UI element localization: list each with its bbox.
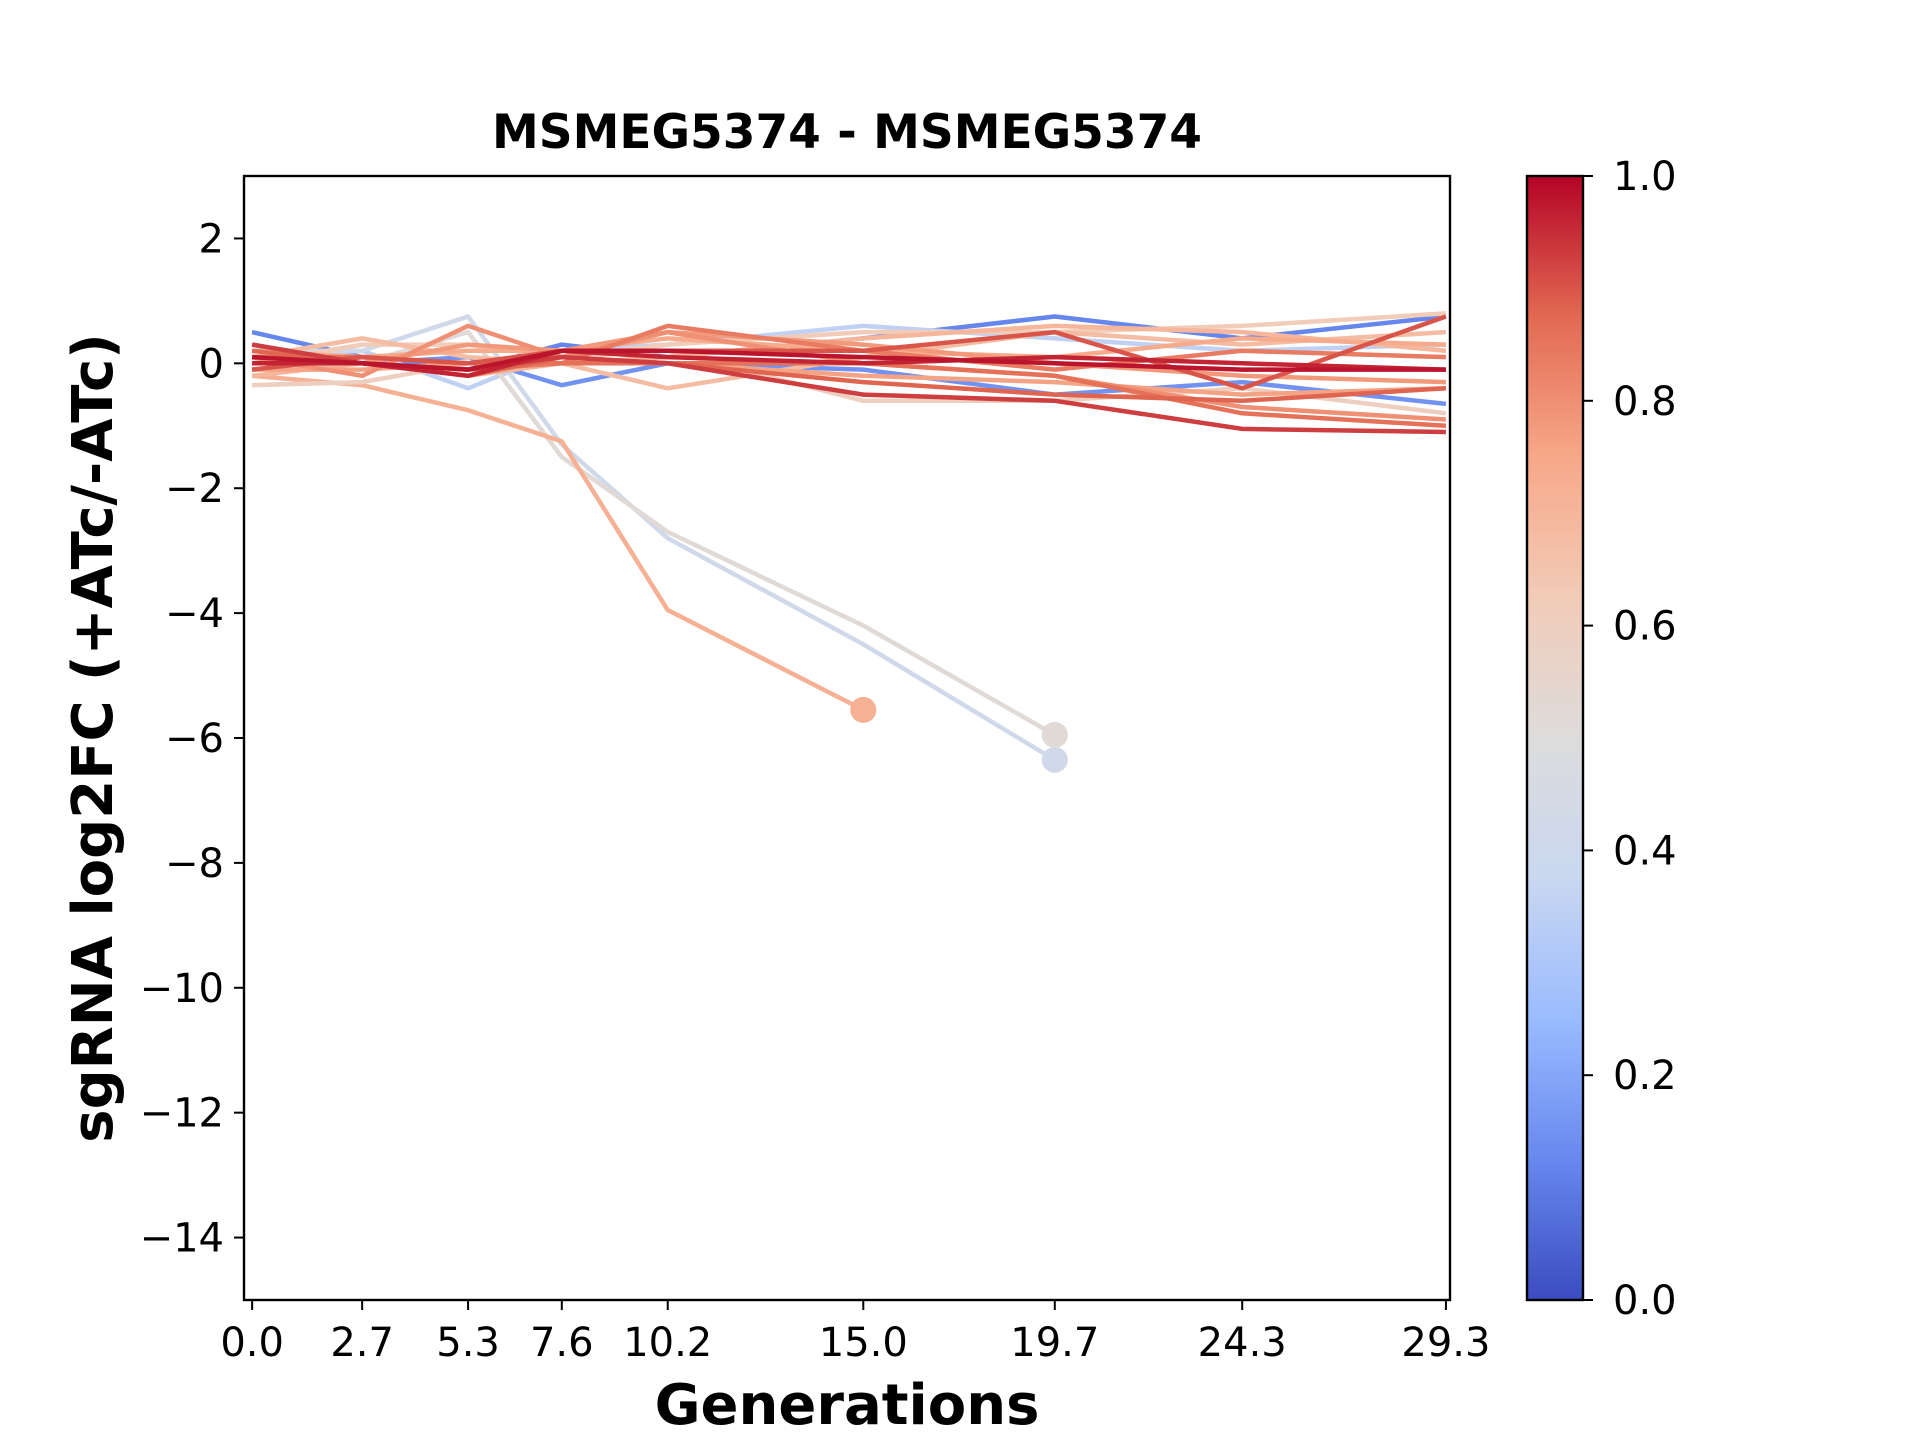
series-end-marker-4: [1041, 746, 1068, 773]
y-tick-label: 0: [199, 341, 224, 387]
y-tick-label: −6: [165, 716, 224, 762]
y-tick-label: −8: [165, 841, 224, 887]
x-tick-label: 7.6: [530, 1320, 594, 1366]
y-tick-label: 2: [199, 216, 224, 262]
x-axis: 0.0 2.7 5.3 7.6 10.2 15.0 19.7 24.3 29.3: [220, 1300, 1490, 1366]
y-tick-label: −12: [140, 1091, 224, 1137]
colorbar-tick-label: 0.8: [1613, 379, 1677, 425]
x-tick-label: 24.3: [1198, 1320, 1287, 1366]
colorbar-tick-label: 0.4: [1613, 828, 1677, 874]
colorbar-tick-label: 0.2: [1613, 1053, 1677, 1099]
colorbar-tick-label: 0.0: [1613, 1278, 1677, 1324]
x-tick-label: 2.7: [330, 1320, 394, 1366]
chart-title: MSMEG5374 - MSMEG5374: [492, 105, 1202, 160]
colorbar-tick-label: 0.6: [1613, 604, 1677, 650]
x-axis-label: Generations: [655, 1373, 1040, 1438]
colorbar: 0.0 0.2 0.4 0.6 0.8 1.0: [1525, 154, 1677, 1324]
y-tick-label: −14: [140, 1216, 224, 1262]
x-tick-label: 5.3: [436, 1320, 500, 1366]
series-line-21: [251, 348, 1446, 372]
y-tick-label: −10: [140, 966, 224, 1012]
y-axis: 2 0 −2 −4 −6 −8 −10 −12 −14: [140, 216, 244, 1262]
colorbar-tick-label: 1.0: [1613, 154, 1677, 200]
y-tick-label: −2: [165, 466, 224, 512]
x-tick-label: 19.7: [1010, 1320, 1099, 1366]
colorbar-gradient: [1525, 174, 1585, 1302]
x-tick-label: 15.0: [819, 1320, 908, 1366]
series-layer: [251, 311, 1447, 762]
series-end-marker-6: [850, 696, 877, 723]
series-line-5: [251, 329, 1056, 737]
x-tick-label: 10.2: [623, 1320, 712, 1366]
y-tick-label: −4: [165, 591, 224, 637]
x-tick-label: 0.0: [220, 1320, 284, 1366]
series-line-9: [251, 329, 1447, 391]
y-axis-label: sgRNA log2FC (+ATc/-ATc): [61, 333, 126, 1143]
marker-layer: [850, 696, 1068, 773]
colorbar-ticks: 0.0 0.2 0.4 0.6 0.8 1.0: [1583, 154, 1677, 1324]
series-end-marker-5: [1041, 721, 1068, 748]
x-tick-label: 29.3: [1401, 1320, 1490, 1366]
series-line-6: [251, 373, 865, 712]
